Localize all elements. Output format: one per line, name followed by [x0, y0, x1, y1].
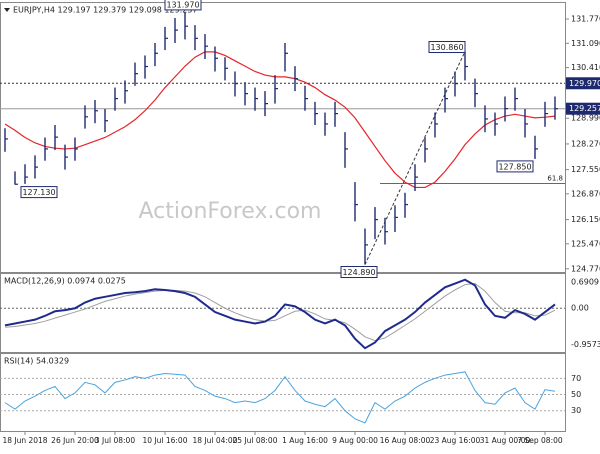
annotation: 127.130	[22, 188, 55, 197]
rsi-panel	[0, 353, 566, 432]
x-tick-label: 18 Jun 2018	[2, 436, 47, 445]
x-tick-label: 31 Aug 00:00	[480, 436, 531, 445]
x-tick-label: 10 Jul 16:00	[143, 436, 188, 445]
annotation-box	[20, 186, 58, 199]
x-tick-label: 26 Jun 20:00	[51, 436, 99, 445]
rsi-title: RSI(14) 54.0329	[4, 357, 69, 366]
annotation: 127.850	[498, 162, 531, 171]
y-tick-label: 126.150	[571, 215, 600, 224]
annotation: 130.860	[430, 43, 463, 52]
y-tick-label: 131.090	[571, 39, 600, 48]
macd-tick-label: 0.00	[571, 304, 589, 313]
fib-label: 61.8	[547, 175, 563, 183]
y-tick-label: 125.470	[571, 239, 600, 248]
level-label: 129.257	[569, 104, 600, 113]
price-panel	[0, 2, 566, 273]
x-tick-label: 1 Aug 16:00	[282, 436, 328, 445]
x-tick-label: 7 Sep 08:00	[517, 436, 563, 445]
watermark: ActionForex.com	[139, 199, 322, 224]
macd-line	[4, 278, 556, 350]
symbol-icon	[4, 8, 10, 12]
x-tick-label: 23 Aug 16:00	[430, 436, 481, 445]
rsi-tick-label: 30	[571, 406, 581, 415]
rsi-tick-label: 50	[571, 390, 581, 399]
x-tick-label: 9 Aug 00:00	[332, 436, 378, 445]
y-tick-label: 128.990	[571, 114, 600, 123]
annotation-box	[164, 0, 202, 11]
y-tick-label: 127.550	[571, 165, 600, 174]
chart-title: EURJPY,H4 129.197 129.379 129.098 129.25…	[13, 6, 198, 15]
macd-tick-label: -0.9573	[571, 340, 600, 349]
macd-line	[4, 282, 556, 342]
moving-average	[4, 51, 556, 189]
y-tick-label: 131.770	[571, 15, 600, 24]
annotation-box	[496, 160, 534, 173]
macd-tick-label: 0.6909	[571, 277, 599, 286]
annotation: 131.970	[166, 0, 199, 9]
x-tick-label: 25 Jul 08:00	[233, 436, 278, 445]
y-tick-label: 126.870	[571, 189, 600, 198]
annotation: 124.890	[342, 268, 375, 277]
level-label-box	[566, 77, 600, 90]
rsi-line	[4, 371, 556, 424]
y-tick-label: 130.410	[571, 63, 600, 72]
macd-panel	[0, 273, 566, 353]
rsi-tick-label: 70	[571, 374, 581, 383]
level-label: 129.970	[569, 79, 600, 88]
x-tick-label: 16 Aug 08:00	[380, 436, 431, 445]
y-tick-label: 128.270	[571, 139, 600, 148]
annotation-box	[428, 41, 466, 54]
macd-title: MACD(12,26,9) 0.0974 0.0275	[4, 277, 126, 286]
x-tick-label: 18 Jul 04:00	[193, 436, 238, 445]
level-label-box	[566, 102, 600, 115]
annotation-box	[340, 266, 378, 279]
x-tick-label: 3 Jul 08:00	[95, 436, 135, 445]
y-tick-label: 124.770	[571, 264, 600, 273]
trend-line	[364, 51, 466, 265]
